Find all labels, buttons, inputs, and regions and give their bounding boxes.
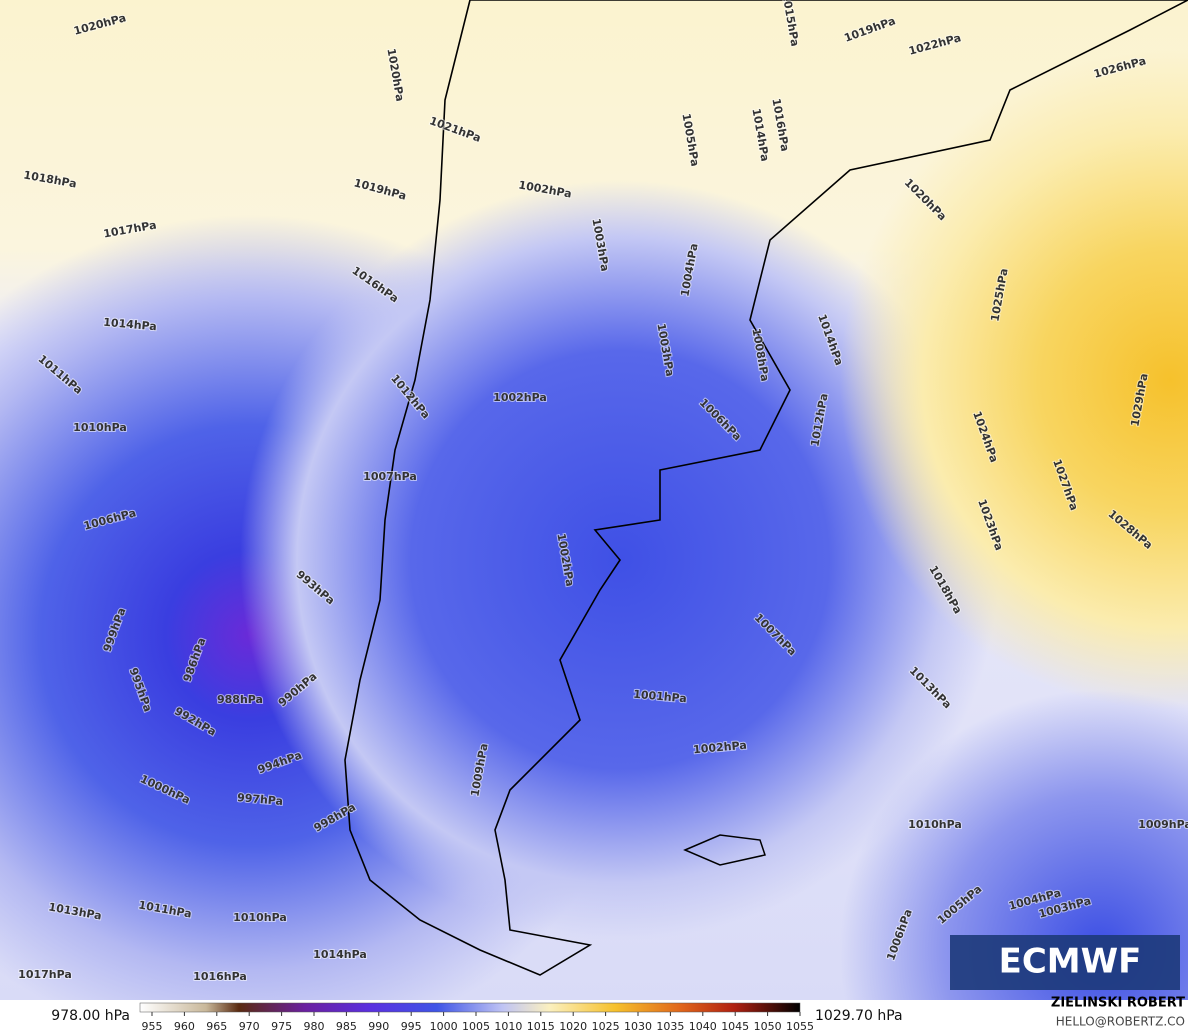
colorbar-tick-label: 1040 <box>689 1020 717 1033</box>
colorbar-tick-label: 1045 <box>721 1020 749 1033</box>
contour-label: 1001hPa <box>633 688 688 706</box>
contour-label: 1014hPa <box>103 316 158 334</box>
logo-box <box>950 935 1180 990</box>
colorbar-tick-label: 995 <box>401 1020 422 1033</box>
contour-label: 1009hPa <box>1138 818 1188 831</box>
contour-label: 1002hPa <box>493 391 547 404</box>
logo: ECMWF <box>999 942 1142 982</box>
coastline <box>344 0 1188 976</box>
colorbar-tick-label: 980 <box>304 1020 325 1033</box>
contour-label: 1010hPa <box>73 421 127 434</box>
contour-label: 1010hPa <box>233 911 287 924</box>
colorbar-tick-label: 1055 <box>786 1020 814 1033</box>
contour-label: 1010hPa <box>908 818 962 831</box>
colorbar-tick-label: 955 <box>142 1020 163 1033</box>
colorbar-max: 1029.70 hPa <box>815 1008 903 1024</box>
colorbar-tick-label: 970 <box>239 1020 260 1033</box>
contour-label: 1016hPa <box>193 970 247 983</box>
low-pressure-southeast <box>0 0 1188 1000</box>
colorbar-tick-label: 960 <box>174 1020 195 1033</box>
colorbar-tick-label: 1015 <box>527 1020 555 1033</box>
colorbar-tick-label: 975 <box>271 1020 292 1033</box>
contour-label: 988hPa <box>217 693 263 706</box>
falkland-islands <box>683 834 766 866</box>
contour-label: 1017hPa <box>18 968 72 981</box>
colorbar-tick-label: 965 <box>206 1020 227 1033</box>
colorbar-tick-label: 1035 <box>656 1020 684 1033</box>
colorbar-tick-label: 1050 <box>754 1020 782 1033</box>
contour-label: 1002hPa <box>693 739 748 757</box>
colorbar-min: 978.00 hPa <box>51 1008 130 1024</box>
contour-label: 1007hPa <box>363 470 417 483</box>
contour-label: 997hPa <box>237 791 284 808</box>
colorbar-tick-label: 1010 <box>494 1020 522 1033</box>
colorbar-tick-label: 1025 <box>592 1020 620 1033</box>
colorbar-tick-label: 990 <box>368 1020 389 1033</box>
contour-label: 1014hPa <box>313 948 367 961</box>
credit-name: ZIELINSKI ROBERT <box>1051 996 1185 1011</box>
colorbar-tick-label: 1000 <box>430 1020 458 1033</box>
colorbar-tick-label: 1020 <box>559 1020 587 1033</box>
colorbar-tick-label: 985 <box>336 1020 357 1033</box>
credit-email: HELLO@ROBERTZ.CO <box>1056 1015 1185 1029</box>
colorbar-tick-label: 1030 <box>624 1020 652 1033</box>
colorbar-tick-label: 1005 <box>462 1020 490 1033</box>
colorbar <box>139 1002 801 1013</box>
